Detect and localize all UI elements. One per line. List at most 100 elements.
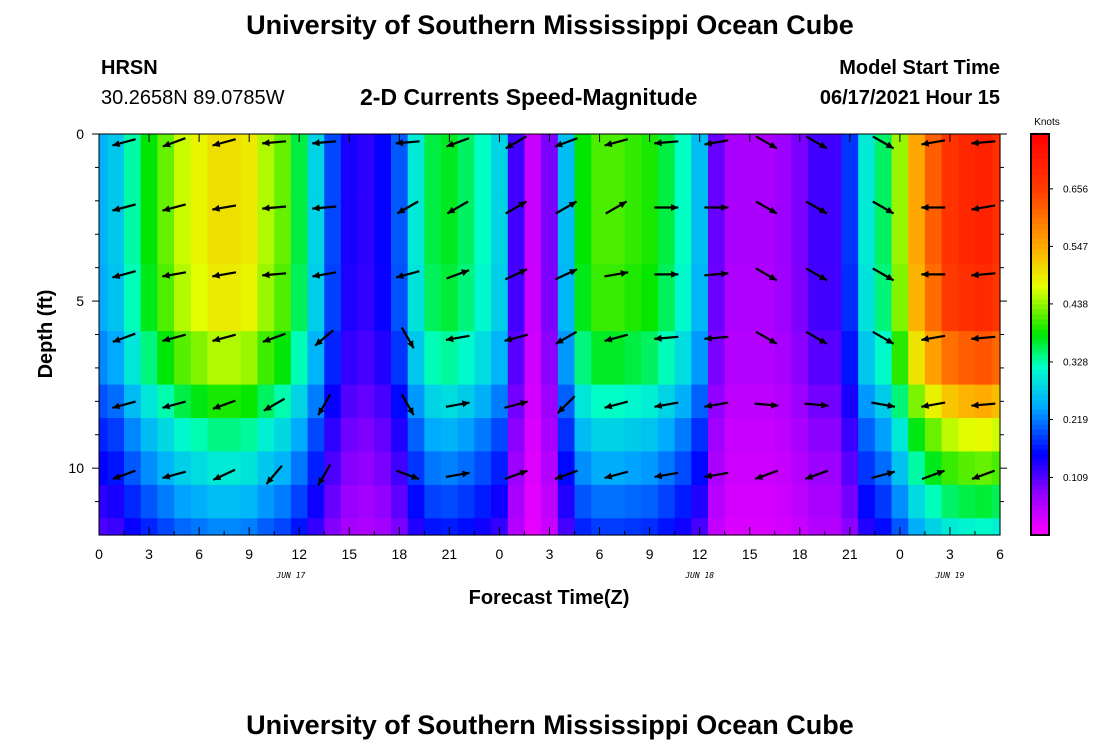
- heatmap-cell: [424, 264, 442, 332]
- heatmap-cell: [507, 451, 526, 486]
- heatmap-cell: [641, 384, 659, 419]
- heatmap-cell: [390, 451, 409, 486]
- heatmap-cell: [991, 264, 1001, 332]
- current-vector: [605, 200, 628, 215]
- heatmap-cell: [624, 264, 642, 332]
- heatmap-cell: [724, 484, 742, 519]
- heatmap-cell: [224, 518, 242, 536]
- heatmap-cell: [541, 197, 559, 265]
- colorbar-segment: [1031, 159, 1049, 165]
- heatmap-cell: [140, 331, 158, 386]
- heatmap-cell: [541, 484, 559, 519]
- heatmap-cell: [491, 518, 509, 536]
- heatmap-cell: [457, 197, 476, 265]
- x-tick-label: 6: [996, 546, 1004, 562]
- current-vector: [212, 468, 236, 481]
- heatmap-cell: [307, 264, 325, 332]
- current-vector: [262, 139, 287, 147]
- heatmap-cell: [724, 451, 742, 486]
- heatmap-cell: [624, 418, 642, 453]
- heatmap-cell: [307, 418, 325, 453]
- current-vector: [804, 401, 829, 409]
- heatmap-cell: [641, 197, 659, 265]
- heatmap-cell: [524, 331, 542, 386]
- heatmap-cell: [557, 134, 576, 199]
- current-vector: [805, 135, 828, 150]
- heatmap-cell: [958, 331, 976, 386]
- colorbar-segment: [1031, 179, 1049, 185]
- heatmap-cell: [824, 331, 843, 386]
- heatmap-cell: [240, 484, 259, 519]
- heatmap-cell: [407, 384, 425, 419]
- heatmap-cell: [441, 384, 459, 419]
- heatmap-cell: [324, 331, 342, 386]
- heatmap-cell: [99, 331, 108, 386]
- heatmap-cell: [958, 197, 976, 265]
- current-vector: [162, 137, 186, 148]
- current-vector: [505, 135, 528, 150]
- heatmap-cell: [257, 418, 275, 453]
- heatmap-cell: [357, 197, 375, 265]
- heatmap-cell: [374, 384, 392, 419]
- heatmap-cell: [574, 451, 592, 486]
- heatmap-cell: [491, 134, 509, 199]
- heatmap-cell: [374, 264, 392, 332]
- heatmap-cell: [424, 518, 442, 536]
- heatmap-cell: [457, 134, 476, 199]
- heatmap-cell: [174, 134, 192, 199]
- heatmap-cell: [824, 134, 843, 199]
- current-vector: [704, 270, 729, 278]
- current-vector: [446, 200, 469, 215]
- heatmap-cell: [474, 518, 492, 536]
- colorbar-segment: [1031, 514, 1049, 521]
- heatmap-cell: [307, 484, 325, 519]
- heatmap-cell: [641, 451, 659, 486]
- heatmap-cell: [874, 331, 893, 386]
- model-start-label: Model Start Time: [839, 57, 1000, 79]
- x-tick-label: 0: [496, 546, 504, 562]
- current-vector: [754, 401, 779, 409]
- heatmap-cell: [724, 331, 742, 386]
- current-vector: [971, 401, 996, 409]
- heatmap-cell: [908, 451, 926, 486]
- heatmap-cell: [841, 484, 859, 519]
- heatmap-cell: [941, 384, 959, 419]
- current-vector: [704, 139, 729, 147]
- heatmap-cell: [641, 134, 659, 199]
- heatmap-cell: [891, 264, 909, 332]
- heatmap-cell: [441, 518, 459, 536]
- heatmap-cell: [340, 134, 359, 199]
- heatmap-cell: [374, 484, 392, 519]
- heatmap-cell: [407, 331, 425, 386]
- heatmap-cell: [524, 264, 542, 332]
- heatmap-cell: [357, 384, 375, 419]
- colorbar: 0.656 0.547 0.438 0.328 0.219 0.109: [1030, 133, 1088, 536]
- heatmap-cell: [340, 418, 359, 453]
- heatmap-cell: [874, 197, 893, 265]
- heatmap-cell: [390, 384, 409, 419]
- heatmap-cell: [307, 134, 325, 199]
- current-vector: [312, 204, 337, 212]
- heatmap-cell: [791, 518, 809, 536]
- current-vector: [112, 469, 136, 481]
- colorbar-segment: [1031, 239, 1049, 245]
- heatmap-cell: [624, 197, 642, 265]
- heatmap-cell: [641, 264, 659, 332]
- current-vector: [446, 137, 470, 148]
- x-tick-label: 0: [896, 546, 904, 562]
- heatmap-cell: [858, 197, 876, 265]
- colorbar-segment: [1031, 419, 1049, 426]
- heatmap-cell: [874, 451, 893, 486]
- heatmap-cell: [524, 451, 542, 486]
- heatmap-cell: [791, 197, 809, 265]
- heatmap-cell: [774, 197, 793, 265]
- heatmap-cell: [841, 197, 859, 265]
- colorbar-tick-label: 0.109: [1063, 473, 1088, 484]
- heatmap-cell: [991, 484, 1001, 519]
- current-vector: [504, 268, 528, 281]
- heatmap-cell: [708, 331, 726, 386]
- heatmap-cell: [991, 518, 1001, 536]
- heatmap-cell: [941, 518, 959, 536]
- colorbar-segment: [1031, 134, 1049, 140]
- colorbar-segment: [1031, 454, 1049, 461]
